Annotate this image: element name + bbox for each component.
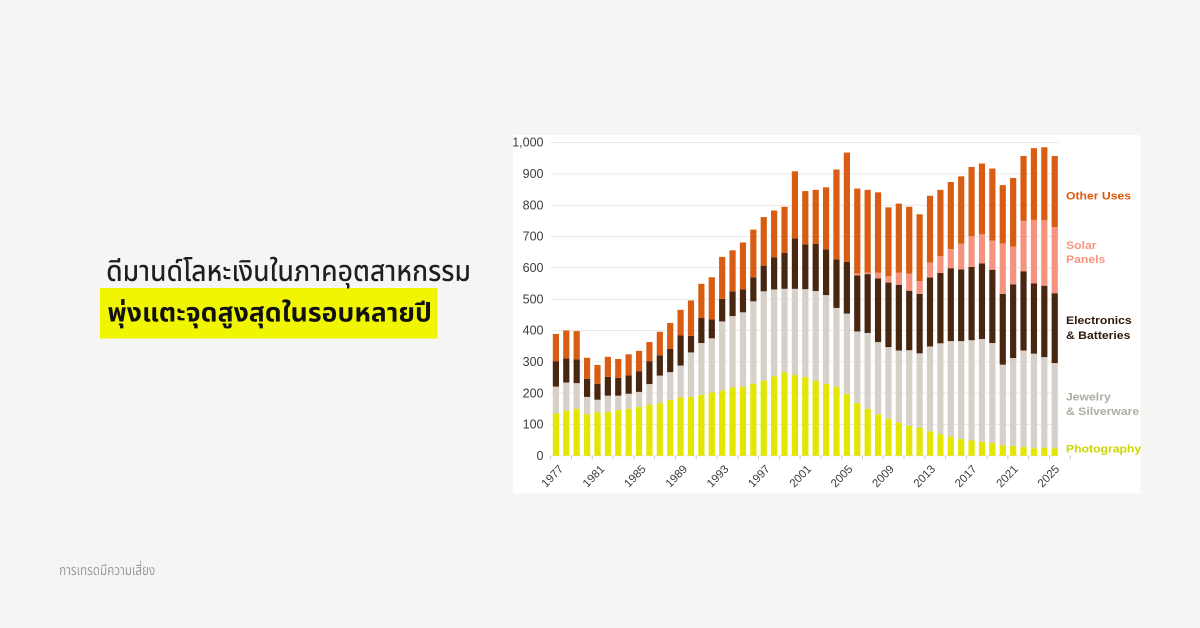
svg-text:900: 900 [523, 167, 544, 181]
svg-text:& Batteries: & Batteries [1066, 331, 1130, 342]
svg-text:600: 600 [523, 261, 544, 275]
svg-text:Panels: Panels [1066, 255, 1105, 266]
svg-text:800: 800 [523, 198, 544, 212]
svg-text:1,000: 1,000 [512, 136, 543, 150]
svg-text:Solar: Solar [1066, 240, 1097, 251]
svg-text:Jewelry: Jewelry [1066, 392, 1111, 403]
svg-text:Electronics: Electronics [1066, 316, 1132, 327]
svg-text:200: 200 [523, 386, 544, 400]
svg-text:500: 500 [523, 292, 544, 306]
svg-text:300: 300 [523, 355, 544, 369]
svg-text:Photography: Photography [1066, 444, 1142, 455]
svg-text:400: 400 [523, 324, 544, 338]
svg-text:Other Uses: Other Uses [1066, 191, 1131, 202]
svg-text:100: 100 [523, 418, 544, 432]
svg-text:& Silverware: & Silverware [1066, 407, 1139, 418]
svg-text:0: 0 [537, 449, 544, 463]
svg-text:700: 700 [523, 230, 544, 244]
